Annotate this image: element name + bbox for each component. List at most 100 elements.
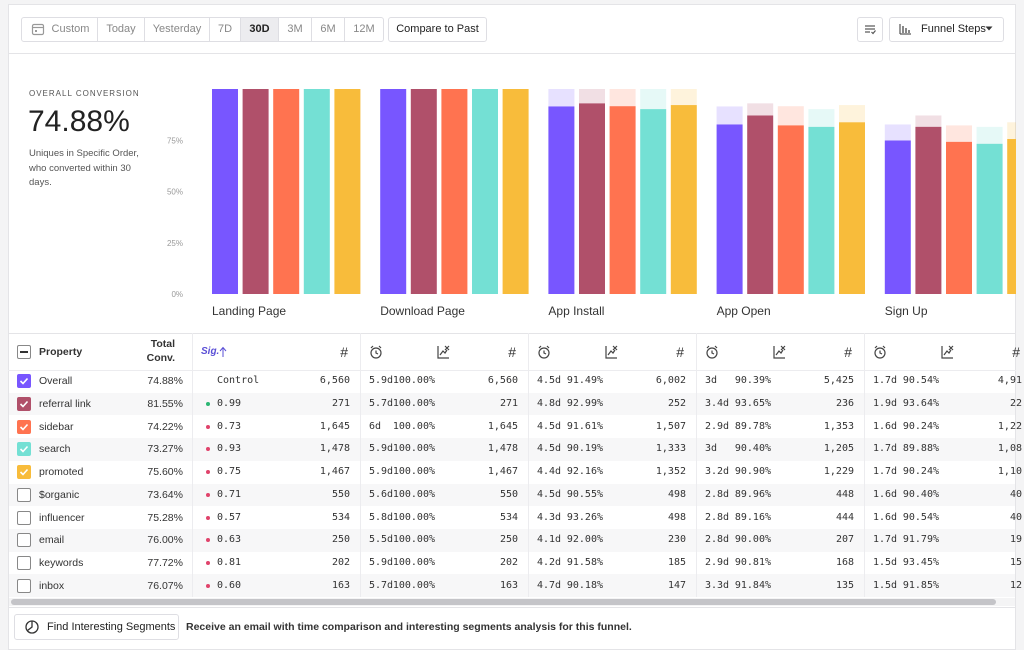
step-time: 5.7d: [369, 398, 394, 410]
step-count: 1,22: [997, 420, 1022, 432]
step-conversion: 90.00%: [734, 534, 771, 546]
bar: [242, 89, 269, 294]
total-conversion: 75.28%: [147, 511, 183, 524]
y-tick-label: 50%: [167, 188, 183, 197]
date-range-button[interactable]: Yesterday: [145, 17, 210, 42]
bar: [976, 143, 1003, 294]
conversion-icon-part: [437, 345, 449, 359]
count: 550: [331, 488, 350, 500]
step-count: 271: [499, 398, 518, 410]
count: 1,478: [319, 443, 350, 455]
step-time: 1.5d: [873, 579, 898, 591]
header-sig[interactable]: Sig.: [201, 345, 220, 357]
bar: [579, 103, 605, 294]
step-count: 19: [1009, 534, 1022, 546]
step-time: 1.5d: [873, 556, 898, 568]
calendar-icon-part: [35, 30, 37, 32]
date-range-button[interactable]: 7D: [210, 17, 241, 42]
step-count: 40: [1009, 488, 1022, 500]
row-checkbox[interactable]: [17, 555, 31, 570]
date-range-button[interactable]: 3M: [279, 17, 312, 42]
conversion-icon-part: [948, 345, 954, 350]
row-background: [9, 483, 1015, 507]
step-conversion: 93.64%: [902, 398, 939, 410]
step-count: 236: [835, 398, 854, 410]
step-conversion: 100.00%: [392, 488, 435, 500]
column-divider: [360, 333, 361, 597]
step-conversion: 91.49%: [566, 375, 603, 387]
step-conversion: 90.55%: [566, 488, 603, 500]
time-icon-part: [874, 346, 886, 359]
bar: [670, 105, 697, 295]
step-conversion: 93.45%: [902, 556, 939, 568]
step-count: 6,002: [655, 375, 686, 387]
row-checkbox[interactable]: [17, 465, 31, 480]
row-checkbox[interactable]: [17, 578, 31, 593]
significance: Control: [217, 375, 260, 387]
step-conversion: 92.16%: [566, 466, 603, 478]
step-conversion: 90.90%: [734, 466, 771, 478]
compare-button[interactable]: Compare to Past: [388, 17, 487, 42]
significance-dot: [206, 402, 210, 407]
step-count: 1,205: [823, 443, 854, 455]
step-conversion: 89.88%: [902, 443, 939, 455]
header-divider: [8, 370, 1016, 371]
x-tick-label: App Open: [717, 304, 771, 318]
count: 271: [331, 398, 350, 410]
property-name: promoted: [39, 466, 84, 479]
step-count: 12: [1009, 579, 1022, 591]
check-mark-part: [19, 378, 29, 386]
step-count: 1,333: [655, 443, 686, 455]
row-checkbox[interactable]: [17, 510, 31, 525]
date-range-button[interactable]: 6M: [312, 17, 345, 42]
count: 202: [331, 556, 350, 568]
step-time: 5.5d: [369, 534, 394, 546]
total-conversion: 74.88%: [147, 375, 183, 388]
check-mark: [19, 423, 29, 431]
step-count: 6,560: [487, 375, 518, 387]
row-checkbox[interactable]: [17, 397, 31, 412]
view-dropdown[interactable]: Funnel Steps: [889, 17, 1004, 42]
step-count: 4,91: [997, 375, 1022, 387]
scrollbar-thumb[interactable]: [11, 599, 996, 605]
step-time: 5.7d: [369, 579, 394, 591]
sort-arrow-part: [219, 346, 227, 357]
step-count: 185: [667, 556, 686, 568]
step-time: 4.1d: [537, 534, 562, 546]
step-count: 163: [499, 579, 518, 591]
bar: [716, 124, 743, 294]
conversion-icon-part: [439, 349, 448, 355]
find-segments-button[interactable]: Find Interesting Segments: [14, 614, 179, 640]
date-range-button[interactable]: Custom: [21, 17, 98, 42]
step-conversion: 90.54%: [902, 375, 939, 387]
segments-icon-part: [27, 621, 33, 632]
date-range-button[interactable]: 30D: [241, 17, 279, 42]
step-time: 3d: [705, 375, 718, 387]
count: 163: [331, 579, 350, 591]
row-checkbox[interactable]: [17, 487, 31, 502]
row-checkbox[interactable]: [17, 419, 31, 434]
bar: [502, 89, 529, 294]
row-checkbox[interactable]: [17, 533, 31, 548]
significance: 0.81: [217, 556, 242, 568]
step-conversion: 100.00%: [392, 466, 435, 478]
step-time: 6d: [369, 420, 382, 432]
step-count: 1,10: [997, 466, 1022, 478]
previous-step-bar: [946, 125, 972, 142]
bar: [1007, 139, 1016, 294]
previous-step-bar: [884, 124, 911, 141]
count: 534: [331, 511, 350, 523]
step-conversion: 90.39%: [734, 375, 771, 387]
bar: [915, 126, 942, 294]
property-name: influencer: [39, 511, 85, 524]
date-range-button[interactable]: Today: [98, 17, 145, 42]
property-name: $organic: [39, 488, 80, 501]
row-checkbox[interactable]: [17, 442, 31, 457]
step-time: 3.4d: [705, 398, 730, 410]
total-conversion: 76.07%: [147, 579, 183, 592]
column-divider: [696, 333, 697, 597]
date-range-button[interactable]: 12M: [345, 17, 384, 42]
step-conversion: 90.19%: [566, 443, 603, 455]
row-checkbox[interactable]: [17, 374, 31, 389]
options-icon-part: [871, 30, 876, 35]
